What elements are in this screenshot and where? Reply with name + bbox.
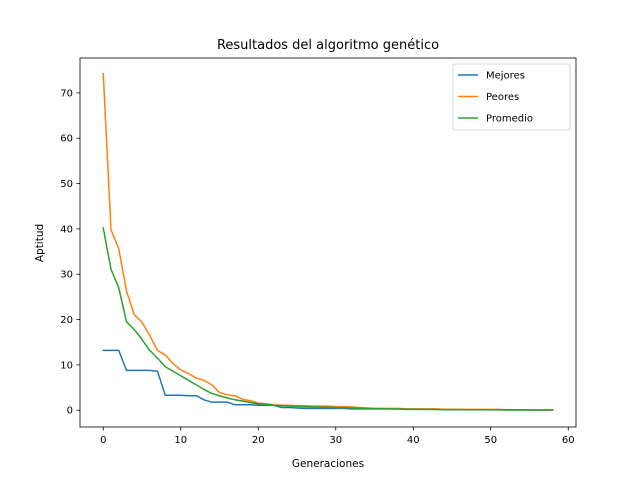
legend-label-promedio: Promedio [486, 114, 533, 125]
axes-layer: 0 10 20 30 40 50 60 0 10 20 30 40 50 60 70 [60, 57, 577, 446]
y-axis-label: Aptitud [34, 224, 46, 262]
x-tick-label: 0 [100, 435, 106, 446]
y-tick-label: 40 [60, 224, 73, 235]
x-tick-label: 50 [484, 435, 497, 446]
legend: Mejores Peores Promedio [452, 63, 571, 131]
legend-label-peores: Peores [486, 92, 519, 103]
x-tick-label: 20 [252, 435, 265, 446]
x-tick-label: 30 [329, 435, 342, 446]
chart-title: Resultados del algoritmo genético [217, 38, 439, 53]
series-line-promedio [102, 227, 554, 411]
y-tick-label: 60 [60, 134, 73, 145]
y-tick-label: 0 [67, 406, 73, 417]
x-tick-label: 10 [174, 435, 187, 446]
plot-frame [79, 57, 577, 428]
y-tick-label: 10 [60, 360, 73, 371]
x-tick-label: 40 [407, 435, 420, 446]
series-layer [102, 73, 554, 411]
y-tick-label: 30 [60, 270, 73, 281]
legend-label-mejores: Mejores [486, 71, 525, 82]
y-tick-label: 70 [60, 88, 73, 99]
y-tick-label: 20 [60, 315, 73, 326]
legend-box [452, 63, 571, 131]
x-tick-label: 60 [562, 435, 575, 446]
y-tick-label: 50 [60, 179, 73, 190]
x-axis-label: Generaciones [292, 458, 364, 470]
